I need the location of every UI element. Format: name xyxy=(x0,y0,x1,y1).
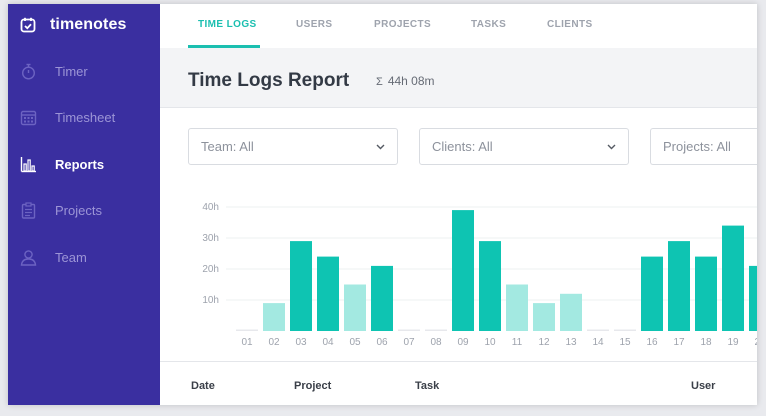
bar xyxy=(371,265,393,331)
report-header: Time Logs Report Σ 44h 08m xyxy=(160,48,757,108)
x-tick-label: 19 xyxy=(727,337,739,348)
chevron-down-icon xyxy=(607,144,616,150)
stopwatch-icon xyxy=(21,63,36,80)
x-tick-label: 20 xyxy=(754,337,757,348)
total-time: Σ 44h 08m xyxy=(376,74,435,88)
x-tick-label: 12 xyxy=(538,337,550,348)
x-tick-label: 07 xyxy=(403,337,415,348)
bar xyxy=(560,293,582,331)
x-tick-label: 03 xyxy=(295,337,307,348)
x-tick-label: 13 xyxy=(565,337,577,348)
bar xyxy=(695,256,717,331)
active-tab-indicator xyxy=(188,45,260,48)
x-tick-label: 16 xyxy=(646,337,658,348)
x-tick-label: 02 xyxy=(268,337,280,348)
bar xyxy=(425,329,447,331)
bar-chart-icon xyxy=(20,156,36,172)
bar xyxy=(290,241,312,331)
clipboard-icon xyxy=(21,201,36,219)
tab-projects[interactable]: PROJECTS xyxy=(374,19,432,30)
projects-filter-dropdown[interactable]: Projects: All xyxy=(650,128,757,165)
user-icon xyxy=(20,249,37,266)
table-header: Date Project Task User xyxy=(160,361,757,405)
bar xyxy=(614,329,636,331)
team-filter-label: Team: All xyxy=(201,139,254,154)
x-tick-label: 14 xyxy=(592,337,604,348)
column-date[interactable]: Date xyxy=(191,380,215,392)
tab-tasks[interactable]: TASKS xyxy=(471,19,507,30)
sidebar-item-label: Team xyxy=(55,249,87,265)
column-user[interactable]: User xyxy=(691,380,716,392)
x-tick-label: 15 xyxy=(619,337,631,348)
bar xyxy=(722,225,744,331)
sidebar-item-projects[interactable]: Projects xyxy=(8,195,160,225)
brand[interactable]: timenotes xyxy=(20,13,126,37)
sidebar-item-team[interactable]: Team xyxy=(8,242,160,272)
bar xyxy=(641,256,663,331)
x-tick-label: 08 xyxy=(430,337,442,348)
bar xyxy=(317,256,339,331)
sidebar-item-label: Projects xyxy=(55,202,102,218)
bar xyxy=(452,210,474,331)
sidebar-item-timesheet[interactable]: Timesheet xyxy=(8,102,160,132)
clients-filter-dropdown[interactable]: Clients: All xyxy=(419,128,629,165)
projects-filter-label: Projects: All xyxy=(663,139,731,154)
bar xyxy=(587,329,609,331)
sidebar-item-label: Timesheet xyxy=(55,109,116,125)
x-tick-label: 10 xyxy=(484,337,496,348)
page-title: Time Logs Report xyxy=(188,70,350,91)
sidebar-item-timer[interactable]: Timer xyxy=(8,56,160,86)
bar xyxy=(479,241,501,331)
bar xyxy=(533,303,555,331)
x-tick-label: 06 xyxy=(376,337,388,348)
x-tick-label: 04 xyxy=(322,337,334,348)
time-logs-chart: 10h 20h 30h 40h 01 02 03 04 05 06 07 08 09 10 11 12 13 14… xyxy=(188,199,757,349)
x-tick-label: 09 xyxy=(457,337,469,348)
bar xyxy=(668,241,690,331)
clients-filter-label: Clients: All xyxy=(432,139,493,154)
brand-name: timenotes xyxy=(50,16,127,33)
sidebar-item-label: Reports xyxy=(55,156,105,172)
y-tick-label: 10h xyxy=(202,295,219,306)
tab-time-logs[interactable]: TIME LOGS xyxy=(198,19,257,30)
sidebar-item-label: Timer xyxy=(55,63,88,79)
x-tick-label: 11 xyxy=(512,337,523,348)
main-content: TIME LOGS USERS PROJECTS TASKS CLIENTS T… xyxy=(160,4,757,405)
y-tick-label: 30h xyxy=(202,233,219,244)
x-tick-label: 18 xyxy=(700,337,712,348)
bar xyxy=(506,284,528,331)
bar-chart: 10h 20h 30h 40h 01 02 03 04 05 06 07 08 09 10 11 12 13 14… xyxy=(202,202,757,348)
calendar-icon xyxy=(20,110,37,125)
bar xyxy=(344,284,366,331)
column-project[interactable]: Project xyxy=(294,380,332,392)
tab-users[interactable]: USERS xyxy=(296,19,333,30)
sidebar-item-reports[interactable]: Reports xyxy=(8,149,160,179)
chevron-down-icon xyxy=(376,144,385,150)
bar xyxy=(398,329,420,331)
tab-clients[interactable]: CLIENTS xyxy=(547,19,593,30)
sigma-icon: Σ xyxy=(376,76,383,88)
x-tick-label: 05 xyxy=(349,337,361,348)
bar xyxy=(236,329,258,331)
sidebar: timenotes Timer Timesheet xyxy=(8,4,160,405)
y-tick-label: 40h xyxy=(202,202,219,213)
x-tick-label: 01 xyxy=(241,337,253,348)
tab-bar: TIME LOGS USERS PROJECTS TASKS CLIENTS xyxy=(160,4,757,48)
x-tick-label: 17 xyxy=(673,337,685,348)
bar xyxy=(749,265,757,331)
y-tick-label: 20h xyxy=(202,264,219,275)
bar xyxy=(263,303,285,331)
app-window: timenotes Timer Timesheet xyxy=(8,4,757,405)
team-filter-dropdown[interactable]: Team: All xyxy=(188,128,398,165)
calendar-check-icon xyxy=(20,17,36,33)
total-time-value: 44h 08m xyxy=(387,74,435,88)
column-task[interactable]: Task xyxy=(415,380,440,392)
